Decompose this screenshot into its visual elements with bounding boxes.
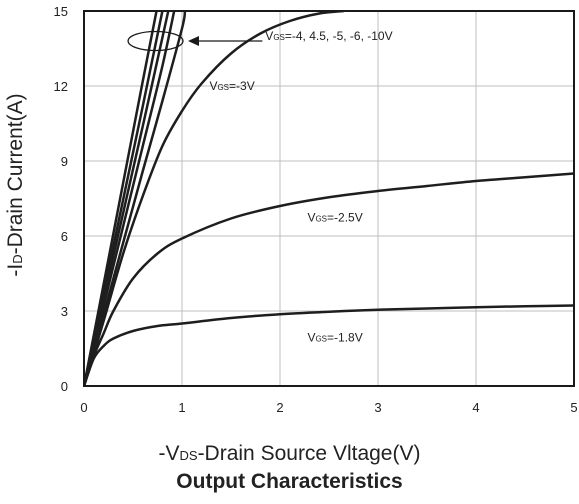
y-tick-label: 0 xyxy=(61,379,68,394)
x-tick-label: 2 xyxy=(276,400,283,415)
x-tick-label: 5 xyxy=(570,400,577,415)
series-line xyxy=(84,11,158,386)
annotation-label-vgs-3: VGS=-3V xyxy=(209,79,254,93)
annotation-arrowhead xyxy=(187,36,199,46)
x-tick-label: 4 xyxy=(472,400,479,415)
annotation-label-vgs-group: VGS=-4, 4.5, -5, -6, -10V xyxy=(265,29,392,43)
x-tick-label: 3 xyxy=(374,400,381,415)
chart-title: Output Characteristics xyxy=(176,470,403,493)
series-line xyxy=(84,11,187,386)
y-tick-label: 3 xyxy=(61,304,68,319)
y-tick-label: 15 xyxy=(54,4,68,19)
series-line xyxy=(84,11,345,386)
annotation-label-vgs-1-8: VGS=-1.8V xyxy=(307,330,362,344)
x-tick-label: 0 xyxy=(80,400,87,415)
curve-group-ellipse xyxy=(127,30,184,52)
series-line xyxy=(84,304,574,386)
y-axis-label: -ID-Drain Current(A) xyxy=(4,93,27,277)
x-axis-label: -VDS-Drain Source Vltage(V) xyxy=(158,442,421,465)
y-tick-label: 9 xyxy=(61,154,68,169)
plot-frame xyxy=(83,10,575,387)
series-line xyxy=(84,172,574,386)
y-tick-label: 6 xyxy=(61,229,68,244)
x-tick-label: 1 xyxy=(178,400,185,415)
y-tick-label: 12 xyxy=(54,79,68,94)
annotation-label-vgs-2-5: VGS=-2.5V xyxy=(307,210,362,224)
y-axis-label-container: -ID-Drain Current(A) xyxy=(2,60,30,310)
